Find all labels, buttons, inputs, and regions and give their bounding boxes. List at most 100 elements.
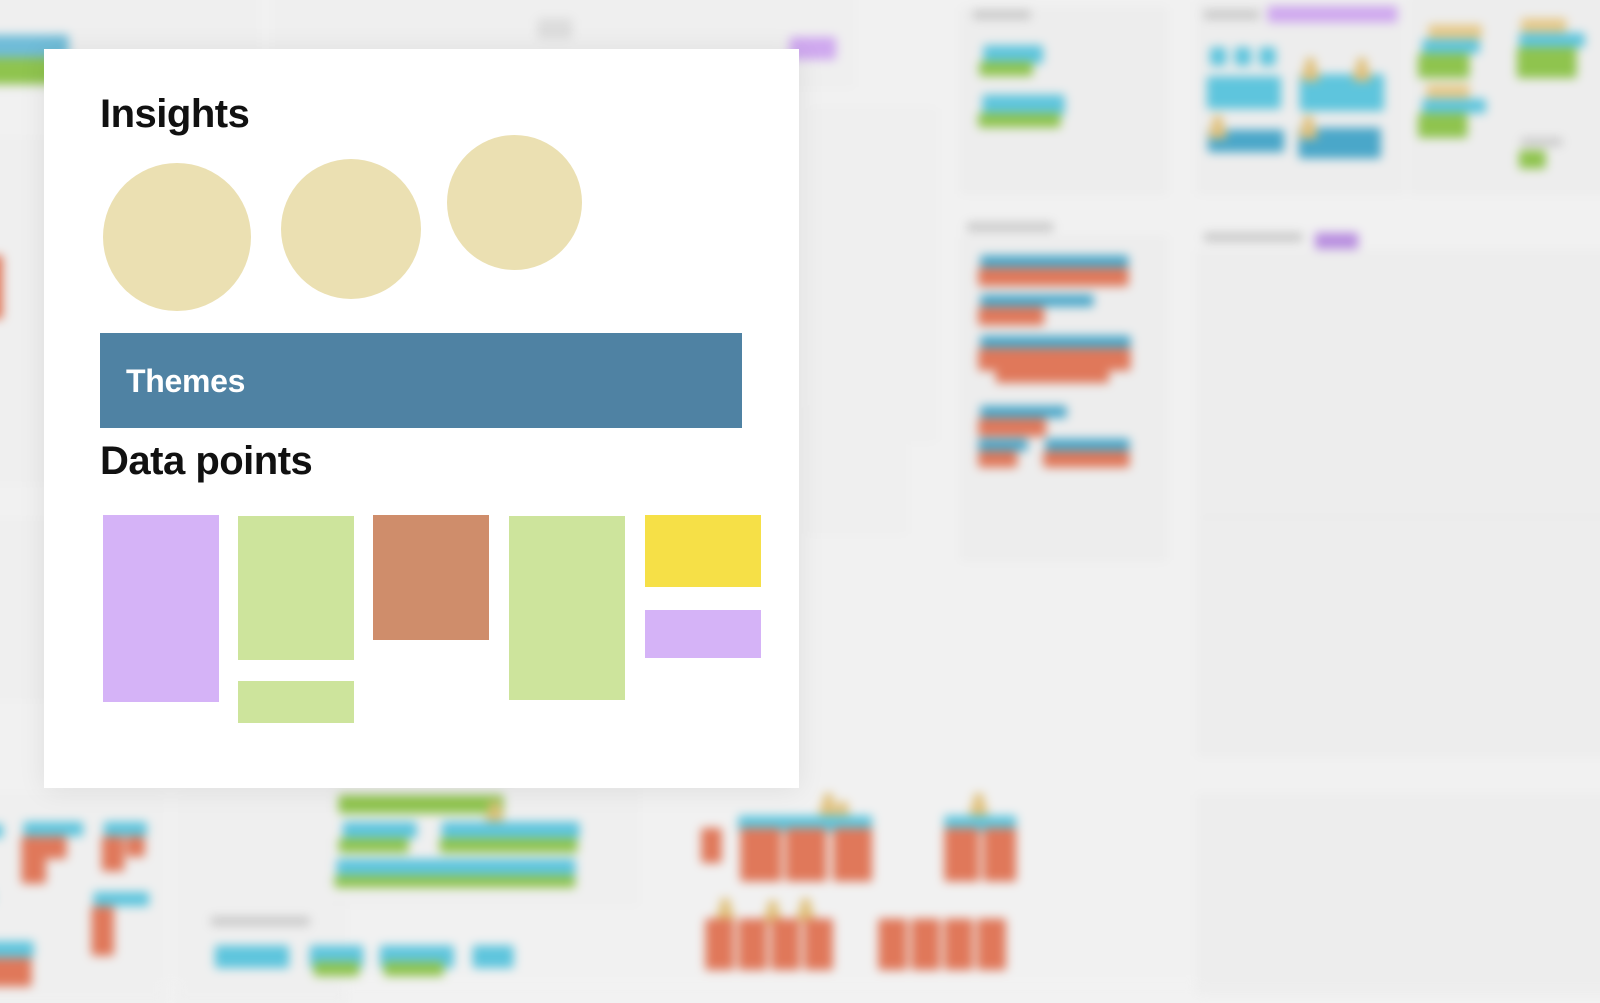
sticky-note (214, 945, 290, 969)
avatar-icon (1299, 115, 1318, 139)
insight-circle-1 (103, 163, 251, 311)
board-section-title (1203, 232, 1303, 242)
sticky-note (1259, 47, 1276, 66)
sticky-note (1521, 18, 1567, 33)
data-point-swatch-yellow (645, 515, 761, 587)
sticky-note (0, 957, 32, 987)
board-section-title (1203, 10, 1260, 20)
insight-circle-3 (447, 135, 582, 270)
board-panel (960, 236, 1167, 561)
avatar-icon (796, 898, 815, 922)
avatar-icon (1353, 57, 1371, 82)
board-panel (1197, 795, 1600, 993)
board-section-title (966, 222, 1054, 232)
sticky-note (789, 36, 837, 60)
sticky-note (1234, 47, 1252, 66)
avatar-icon (833, 801, 852, 825)
sticky-note (23, 821, 84, 837)
sticky-note (978, 348, 1131, 371)
sticky-note (978, 418, 1047, 437)
sticky-note (21, 836, 47, 884)
sticky-note (1428, 24, 1482, 40)
sticky-note (983, 827, 1017, 882)
sticky-note (537, 18, 573, 40)
board-panel (810, 109, 936, 441)
data-point-swatch-green-tall (238, 516, 354, 660)
sticky-note (103, 821, 147, 837)
board-panel (1197, 251, 1600, 563)
sticky-note (980, 405, 1067, 419)
sticky-note (740, 827, 782, 882)
sticky-note (1045, 438, 1130, 452)
sticky-note (1418, 53, 1470, 79)
sticky-note (0, 255, 3, 320)
themes-swatch-bar: Themes (100, 333, 742, 428)
sticky-note (1518, 32, 1585, 48)
sticky-note (336, 858, 576, 876)
sticky-note (982, 94, 1065, 116)
board-panel (0, 521, 51, 699)
sticky-note (338, 795, 504, 814)
sticky-note (980, 255, 1129, 268)
sticky-note (979, 61, 1033, 77)
sticky-note (978, 451, 1018, 468)
sticky-note (832, 827, 873, 882)
avatar-icon (716, 898, 735, 922)
insight-circle-2 (281, 159, 421, 299)
sticky-note (980, 294, 1094, 307)
board-panel (1197, 516, 1600, 756)
avatar-icon (763, 900, 782, 924)
sticky-note (46, 836, 67, 859)
board-section-title (973, 10, 1031, 20)
themes-label: Themes (126, 363, 246, 399)
sticky-note (878, 918, 908, 971)
sticky-note (342, 821, 417, 839)
sticky-note (1422, 39, 1480, 54)
data-point-swatch-lavender-tall (103, 515, 219, 702)
sticky-note (1426, 84, 1470, 99)
data-point-swatch-green-short (238, 681, 354, 723)
avatar-icon (969, 792, 988, 817)
sticky-note (439, 838, 578, 853)
sticky-note (1422, 98, 1486, 114)
sticky-note (1418, 113, 1468, 138)
avatar-icon (1208, 115, 1227, 139)
sticky-note (1207, 129, 1285, 153)
sticky-note (944, 827, 980, 882)
sticky-note (441, 821, 580, 839)
sticky-note (1518, 150, 1546, 169)
insights-heading: Insights (100, 92, 250, 136)
data-point-swatch-lavender-short (645, 610, 761, 658)
sticky-note (978, 438, 1028, 452)
data-point-swatch-terracotta (373, 515, 489, 640)
sticky-note (983, 45, 1044, 64)
sticky-note (1516, 47, 1577, 79)
avatar-icon (485, 801, 504, 825)
avatar-icon (819, 792, 838, 817)
sticky-note (785, 827, 827, 882)
board-section-title (210, 916, 310, 926)
sticky-note (995, 368, 1109, 384)
board-panel (806, 407, 907, 534)
data-point-swatch-green-tallest (509, 516, 625, 700)
sticky-note (911, 918, 941, 971)
sticky-note (944, 918, 974, 971)
sticky-note (126, 836, 145, 857)
sticky-note (91, 906, 115, 956)
sticky-note (705, 918, 735, 971)
sticky-note (0, 823, 3, 839)
sticky-note (804, 918, 833, 971)
avatar-icon (1301, 57, 1320, 82)
sticky-note (101, 836, 125, 872)
sticky-note (978, 267, 1129, 287)
legend-overlay-card: Insights Themes Data points (44, 49, 799, 788)
sticky-note (701, 827, 722, 864)
sticky-note (978, 113, 1061, 128)
sticky-note (1267, 6, 1398, 23)
sticky-note (338, 838, 409, 853)
sticky-note (1206, 76, 1282, 110)
data-points-heading: Data points (100, 439, 313, 483)
sticky-note (383, 961, 444, 977)
sticky-note (472, 945, 514, 969)
sticky-note (313, 961, 360, 977)
